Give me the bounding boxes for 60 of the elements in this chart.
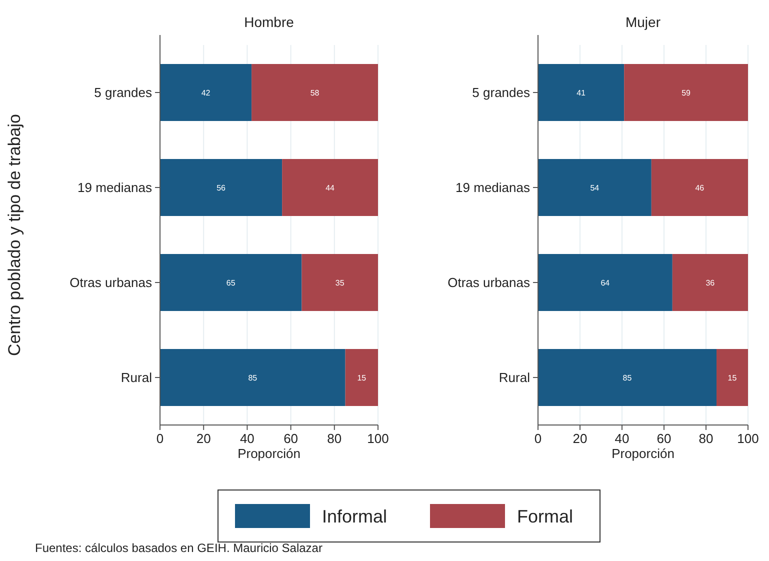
data-label: 59 xyxy=(682,88,692,98)
data-label: 65 xyxy=(226,278,236,288)
data-label: 15 xyxy=(728,373,738,382)
y-tick-label: 5 grandes xyxy=(472,85,530,100)
chart-title: Mujer xyxy=(625,14,661,30)
x-axis-title: Proporción xyxy=(238,446,300,461)
y-tick-label: Otras urbanas xyxy=(70,275,152,290)
bar xyxy=(160,159,282,216)
bar xyxy=(624,64,748,121)
x-tick-label: 20 xyxy=(572,431,588,446)
data-label: 15 xyxy=(357,373,367,382)
x-tick-label: 100 xyxy=(367,431,389,446)
data-label: 85 xyxy=(248,373,258,382)
x-tick-label: 40 xyxy=(614,431,630,446)
bar xyxy=(538,254,672,311)
data-label: 44 xyxy=(326,183,336,192)
y-axis-title: Centro poblado y tipo de trabajo xyxy=(5,114,24,356)
data-label: 35 xyxy=(335,278,345,288)
legend-label: Formal xyxy=(517,506,574,526)
x-tick-label: 100 xyxy=(737,431,759,446)
data-label: 54 xyxy=(590,183,600,192)
y-tick-label: 19 medianas xyxy=(456,180,530,196)
bar xyxy=(538,159,652,216)
x-tick-label: 60 xyxy=(656,431,672,446)
x-tick-label: 80 xyxy=(698,431,714,446)
bar xyxy=(160,64,252,121)
bar xyxy=(302,254,378,311)
source-note: Fuentes: cálculos basados en GEIH. Mauricio Salazar xyxy=(35,541,322,555)
y-tick-label: Otras urbanas xyxy=(448,275,530,290)
bar xyxy=(716,349,748,406)
data-label: 64 xyxy=(600,278,610,288)
bar xyxy=(651,159,748,216)
x-tick-label: 0 xyxy=(156,431,164,446)
x-axis-title: Proporción xyxy=(612,446,674,461)
x-tick-label: 80 xyxy=(327,431,342,446)
y-tick-label: Rural xyxy=(498,370,530,386)
data-label: 46 xyxy=(695,183,705,192)
data-label: 41 xyxy=(576,88,586,98)
x-tick-label: 60 xyxy=(284,431,298,446)
bar xyxy=(672,254,748,311)
y-tick-label: Rural xyxy=(120,370,152,386)
data-label: 36 xyxy=(706,278,716,288)
bar xyxy=(160,254,302,311)
bar xyxy=(538,349,716,406)
bar xyxy=(252,64,378,121)
bar xyxy=(538,64,624,121)
legend-label: Informal xyxy=(322,506,388,526)
data-label: 56 xyxy=(216,183,226,192)
chart-title: Hombre xyxy=(244,14,294,30)
bar xyxy=(282,159,378,216)
x-tick-label: 0 xyxy=(534,431,542,446)
data-label: 58 xyxy=(310,88,320,98)
y-tick-label: 19 medianas xyxy=(78,180,152,196)
bar xyxy=(160,349,346,406)
bar xyxy=(345,349,378,406)
x-tick-label: 20 xyxy=(196,431,211,446)
data-label: 42 xyxy=(201,88,211,98)
data-label: 85 xyxy=(622,373,632,382)
y-tick-label: 5 grandes xyxy=(94,85,152,100)
x-tick-label: 40 xyxy=(240,431,254,446)
